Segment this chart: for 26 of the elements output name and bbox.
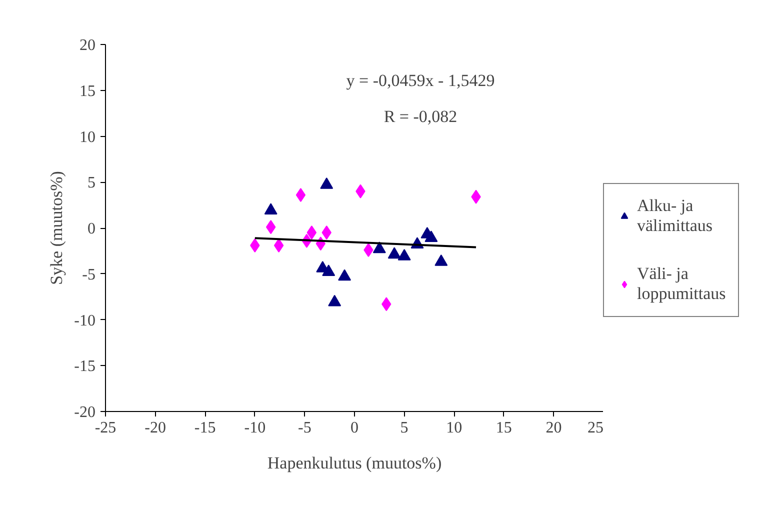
x-tick-label: 15 [496, 420, 512, 436]
y-tick-label: 5 [88, 174, 96, 192]
y-tick-label: -5 [82, 266, 96, 284]
y-tick-label: 20 [80, 37, 96, 54]
annotation: R = -0,082 [384, 107, 458, 126]
y-tick-label: 15 [80, 82, 96, 100]
x-tick-label: 20 [546, 420, 562, 436]
x-tick-label: 0 [350, 420, 358, 436]
y-tick-label: 10 [80, 128, 96, 146]
x-tick-label: -20 [144, 420, 166, 436]
x-tick-label: 10 [446, 420, 462, 436]
y-tick-label: -20 [74, 404, 96, 421]
x-tick-label: 25 [588, 420, 604, 436]
annotation: y = -0,0459x - 1,5429 [346, 71, 495, 90]
y-axis-title: Syke (muutos%) [47, 171, 66, 285]
legend-label: Alku- ja välimittaus [637, 196, 713, 236]
y-tick-label: -10 [74, 312, 96, 330]
x-tick-label: 5 [400, 420, 408, 436]
x-tick-label: -10 [244, 420, 266, 436]
legend-label: Väli- ja loppumittaus [637, 264, 726, 304]
y-tick-label: 0 [88, 220, 96, 238]
x-tick-label: -15 [194, 420, 216, 436]
y-tick-label: -15 [74, 358, 96, 376]
x-axis-title: Hapenkulutus (muutos%) [267, 454, 442, 472]
x-tick-label: -5 [298, 420, 312, 436]
x-tick-label: -25 [94, 420, 116, 436]
